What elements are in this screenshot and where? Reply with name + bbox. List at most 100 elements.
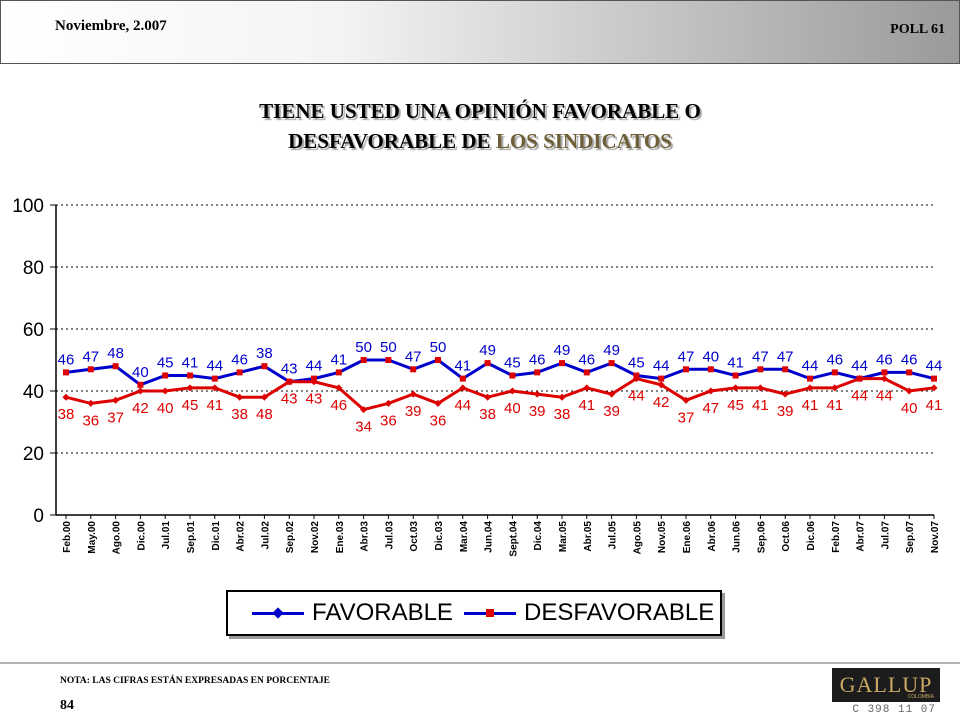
data-label-red: 44: [876, 388, 893, 405]
y-tick-label: 100: [12, 196, 44, 217]
data-label-blue: 50: [430, 339, 447, 356]
point-desfavorable: [236, 369, 243, 376]
x-tick-label: Dic.04: [533, 521, 544, 551]
data-label-red: 37: [678, 409, 695, 426]
data-label-red: 44: [628, 388, 645, 405]
data-label-blue: 40: [702, 348, 719, 365]
point-favorable: [608, 390, 616, 398]
data-label-blue: 45: [157, 355, 174, 372]
data-label-red: 48: [256, 406, 273, 423]
point-desfavorable: [311, 375, 317, 382]
x-tick-label: Jul.07: [880, 521, 891, 550]
point-desfavorable: [385, 357, 392, 363]
document-code: C 398 11 07: [852, 704, 936, 716]
point-desfavorable: [137, 381, 144, 388]
data-label-blue: 47: [777, 348, 794, 365]
legend-marker-favorable-icon: [272, 606, 284, 619]
legend-swatch-desfavorable: [464, 608, 516, 617]
data-label-red: 38: [479, 406, 496, 423]
chart-title-line2: DESFAVORABLE DE LOS SINDICATOS: [130, 126, 830, 156]
legend-item-desfavorable: DESFAVORABLE: [464, 592, 714, 634]
data-label-red: 43: [281, 391, 298, 408]
x-tick-label: Nov.02: [310, 521, 321, 553]
series-line-favorable: [65, 376, 935, 412]
data-label-blue: 46: [529, 351, 546, 368]
data-label-blue: 47: [678, 348, 695, 365]
point-favorable: [508, 387, 516, 395]
x-tick-label: Mar.04: [459, 521, 470, 553]
point-favorable: [409, 390, 417, 398]
point-desfavorable: [63, 369, 69, 376]
header-poll: POLL 61: [890, 22, 945, 37]
x-tick-label: Abr.02: [236, 521, 247, 552]
y-tick-label: 80: [23, 258, 44, 279]
x-tick-label: Sept.04: [508, 521, 519, 557]
point-desfavorable: [856, 375, 863, 382]
chart-legend: FAVORABLE DESFAVORABLE: [226, 590, 722, 636]
x-tick-label: Mar.05: [558, 521, 569, 553]
x-tick-label: Jun.04: [484, 521, 495, 553]
point-desfavorable: [534, 369, 541, 376]
point-favorable: [211, 384, 219, 392]
data-label-red: 34: [355, 419, 372, 436]
data-label-red: 44: [454, 397, 471, 414]
data-label-red: 41: [926, 397, 943, 414]
point-favorable: [62, 393, 70, 401]
x-tick-label: Abr.05: [583, 521, 594, 552]
point-desfavorable: [757, 366, 764, 373]
point-favorable: [682, 396, 690, 404]
data-label-red: 38: [58, 406, 75, 423]
logo-name: GALLUP: [839, 672, 933, 697]
y-tick-label: 60: [23, 320, 44, 341]
point-favorable: [880, 375, 888, 383]
data-label-red: 42: [653, 394, 670, 411]
point-favorable: [484, 393, 492, 401]
point-favorable: [384, 399, 392, 407]
x-tick-label: Ago.00: [112, 521, 123, 555]
data-label-red: 41: [578, 397, 595, 414]
chart-title-line2-prefix: DESFAVORABLE DE: [288, 129, 496, 153]
data-label-red: 36: [380, 412, 397, 429]
x-tick-label: Nov.05: [657, 521, 668, 553]
footer-note: NOTA: LAS CIFRAS ESTÁN EXPRESADAS EN POR…: [60, 676, 330, 686]
data-label-blue: 49: [554, 342, 571, 359]
point-favorable: [186, 384, 194, 392]
gallup-logo: GALLUP COLOMBIA: [832, 668, 940, 702]
point-desfavorable: [906, 369, 913, 376]
x-tick-label: Jul.03: [384, 521, 395, 550]
point-favorable: [831, 384, 839, 392]
footer-divider: [0, 662, 960, 664]
data-label-red: 44: [851, 388, 868, 405]
point-desfavorable: [112, 363, 119, 370]
y-tick-label: 0: [33, 506, 44, 527]
point-desfavorable: [608, 360, 615, 367]
legend-label-favorable: FAVORABLE: [312, 599, 453, 626]
x-tick-label: Oct.06: [781, 521, 792, 552]
x-tick-label: Jul.01: [161, 521, 172, 550]
point-desfavorable: [410, 366, 417, 373]
point-desfavorable: [509, 372, 516, 379]
data-label-blue: 46: [231, 351, 248, 368]
point-favorable: [905, 387, 913, 395]
x-tick-label: Nov.07: [930, 521, 941, 553]
point-desfavorable: [484, 360, 491, 367]
header-date: Noviembre, 2.007: [55, 18, 167, 34]
data-label-blue: 47: [752, 348, 769, 365]
data-label-red: 37: [107, 409, 124, 426]
point-favorable: [756, 384, 764, 392]
data-label-blue: 44: [802, 358, 819, 375]
data-label-red: 47: [702, 400, 719, 417]
point-desfavorable: [261, 363, 268, 370]
data-label-blue: 44: [306, 358, 323, 375]
point-favorable: [583, 384, 591, 392]
data-label-red: 39: [603, 403, 620, 420]
data-label-red: 41: [752, 397, 769, 414]
series-line-desfavorable: [65, 358, 935, 387]
data-label-red: 39: [405, 403, 422, 420]
point-favorable: [434, 399, 442, 407]
point-desfavorable: [162, 372, 169, 379]
point-favorable: [87, 399, 95, 407]
data-label-blue: 46: [578, 351, 595, 368]
data-label-blue: 46: [901, 351, 918, 368]
data-label-red: 38: [554, 406, 571, 423]
